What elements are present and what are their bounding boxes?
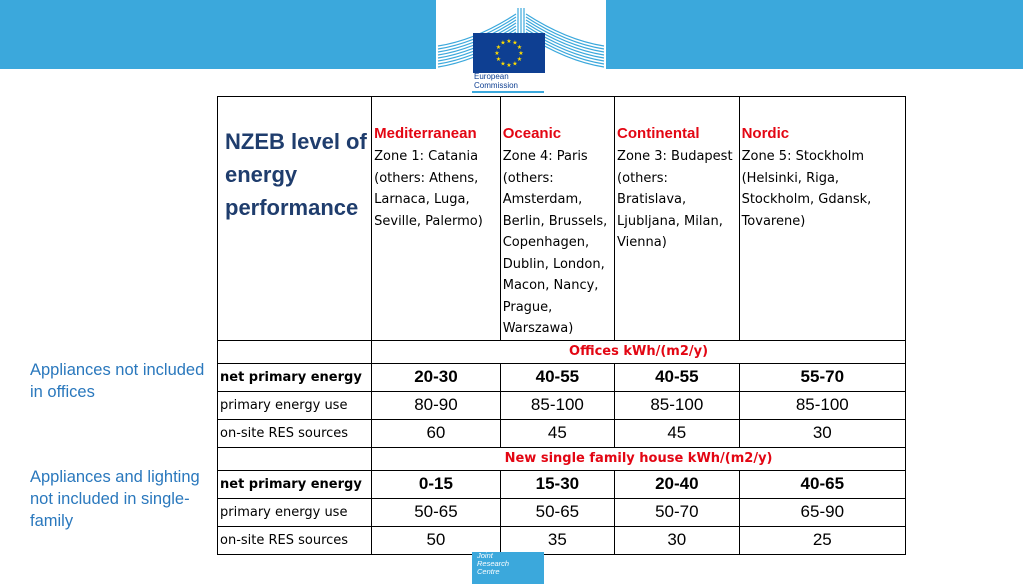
table-cell: 25 — [738, 525, 907, 555]
logo-text-line1: European — [474, 72, 509, 81]
zone-name: Continental — [617, 125, 700, 142]
table-row: on-site RES sources 50 35 30 25 — [216, 525, 907, 555]
svg-text:★: ★ — [517, 56, 522, 63]
logo-underline — [472, 91, 544, 93]
svg-text:★: ★ — [496, 44, 501, 51]
zone-cell-mediterranean: Mediterranean Zone 1: Catania (others: A… — [371, 96, 501, 341]
eu-stars-icon: ★ ★★ ★★★ ★★★ ★★★ — [494, 38, 523, 69]
table-title: NZEB level of energy performance — [225, 129, 367, 220]
table-cell: 85-100 — [738, 390, 907, 420]
zone-description: Zone 4: Paris (others: Amsterdam, Berlin… — [502, 149, 608, 336]
zone-description: Zone 3: Budapest (others: Bratislava, Lj… — [617, 149, 733, 250]
table-cell: 80-90 — [371, 390, 501, 420]
jrc-line2: Research — [477, 559, 510, 568]
table-cell: 20-30 — [371, 362, 501, 392]
svg-text:★: ★ — [494, 50, 499, 57]
zone-name: Nordic — [741, 125, 790, 142]
jrc-logo: Joint Research Centre — [472, 552, 544, 584]
zone-name: Mediterranean — [374, 125, 477, 142]
jrc-line1: Joint — [477, 551, 493, 560]
table-cell: 20-40 — [614, 469, 740, 499]
jrc-logo-text: Joint Research Centre — [477, 552, 509, 576]
note-offices: Appliances not included in offices — [30, 361, 205, 401]
table-cell: 15-30 — [499, 469, 616, 499]
zone-description: Zone 1: Catania (others: Athens, Larnaca… — [374, 149, 483, 229]
row-label: primary energy use — [216, 390, 373, 420]
table-row: net primary energy 0-15 15-30 20-40 40-6… — [216, 469, 907, 499]
table-cell: 50-70 — [614, 497, 740, 527]
row-label: net primary energy — [216, 469, 373, 499]
zone-name: Oceanic — [502, 125, 562, 142]
svg-text:★: ★ — [506, 62, 511, 69]
table-row: net primary energy 20-30 40-55 40-55 55-… — [216, 362, 907, 392]
zone-description: Zone 5: Stockholm (Helsinki, Riga, Stock… — [741, 149, 872, 229]
svg-text:★: ★ — [500, 40, 505, 47]
table-cell: 50-65 — [499, 497, 616, 527]
row-label: net primary energy — [216, 362, 373, 392]
section-title: Offices kWh/(m2/y) — [371, 339, 906, 364]
table-cell: 30 — [738, 418, 907, 448]
svg-text:★: ★ — [517, 44, 522, 51]
svg-text:★: ★ — [506, 38, 511, 45]
section-header-single-family: New single family house kWh/(m2/y) — [216, 446, 906, 471]
table-cell: 0-15 — [371, 469, 501, 499]
svg-text:★: ★ — [512, 40, 517, 47]
logo-text-line2: Commission — [474, 81, 519, 90]
zone-cell-nordic: Nordic Zone 5: Stockholm (Helsinki, Riga… — [738, 96, 907, 341]
table-cell: 85-100 — [614, 390, 740, 420]
empty-cell — [216, 339, 373, 364]
table-cell: 40-55 — [499, 362, 616, 392]
row-label: primary energy use — [216, 497, 373, 527]
zone-header-row: NZEB level of energy performance Mediter… — [216, 96, 907, 341]
table-cell: 65-90 — [738, 497, 907, 527]
logo-text: European Commission — [474, 72, 518, 90]
title-cell: NZEB level of energy performance — [216, 96, 373, 341]
table-row: primary energy use 80-90 85-100 85-100 8… — [216, 390, 907, 420]
zone-cell-oceanic: Oceanic Zone 4: Paris (others: Amsterdam… — [499, 96, 616, 341]
section-header-offices: Offices kWh/(m2/y) — [216, 339, 906, 364]
table-cell: 40-65 — [738, 469, 907, 499]
nzeb-table: NZEB level of energy performance Mediter… — [216, 96, 907, 555]
table-cell: 85-100 — [499, 390, 616, 420]
table-cell: 55-70 — [738, 362, 907, 392]
section-title: New single family house kWh/(m2/y) — [371, 446, 906, 471]
table-cell: 35 — [499, 525, 616, 555]
svg-text:★: ★ — [512, 61, 517, 68]
note-single-family: Appliances and lighting not included in … — [30, 468, 200, 530]
table-cell: 50-65 — [371, 497, 501, 527]
table-row: on-site RES sources 60 45 45 30 — [216, 418, 907, 448]
table-cell: 45 — [614, 418, 740, 448]
svg-text:★: ★ — [496, 56, 501, 63]
svg-text:★: ★ — [500, 61, 505, 68]
table-cell: 50 — [371, 525, 501, 555]
svg-text:★: ★ — [518, 50, 523, 57]
row-label: on-site RES sources — [216, 418, 373, 448]
table-cell: 45 — [499, 418, 616, 448]
european-commission-logo: ★ ★ ★ ★ ★ ★ ★ ★ ★ ★ ★ ★ European Commission — [436, 0, 606, 95]
table-row: primary energy use 50-65 50-65 50-70 65-… — [216, 497, 907, 527]
zone-cell-continental: Continental Zone 3: Budapest (others: Br… — [614, 96, 740, 341]
table-cell: 30 — [614, 525, 740, 555]
row-label: on-site RES sources — [216, 525, 373, 555]
table-cell: 60 — [371, 418, 501, 448]
jrc-line3: Centre — [477, 567, 500, 576]
eu-flag: ★ ★ ★ ★ ★ ★ ★ ★ ★ ★ ★ ★ — [473, 33, 545, 73]
empty-cell — [216, 446, 373, 471]
table-cell: 40-55 — [614, 362, 740, 392]
